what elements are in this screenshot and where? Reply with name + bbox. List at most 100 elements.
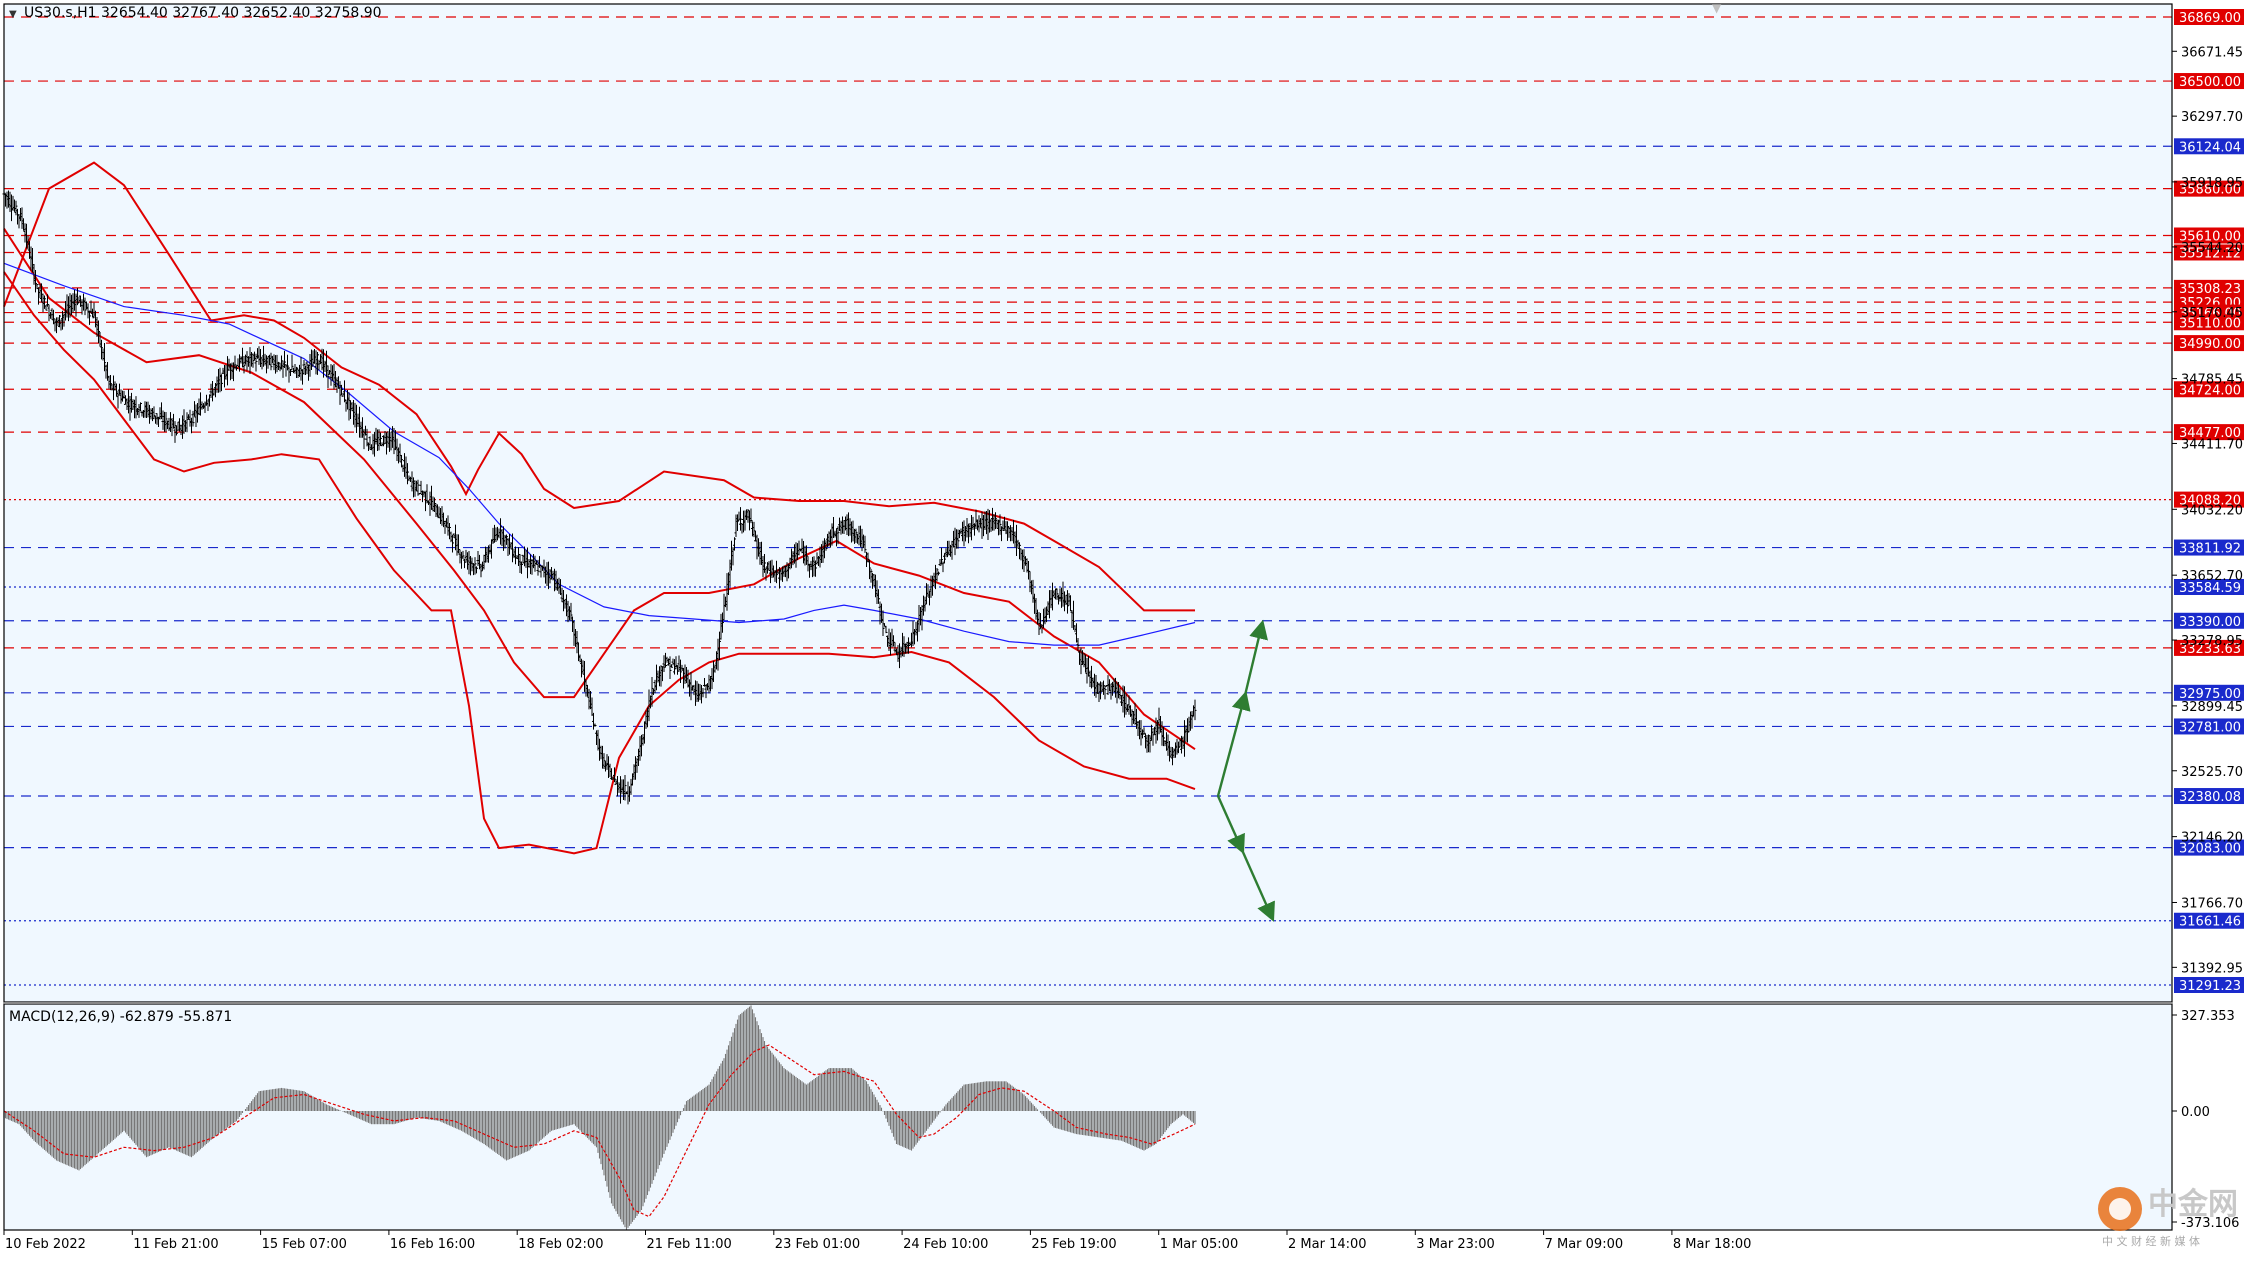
forecast-arrow-up-2[interactable] [1243,619,1268,696]
price-tick-label-6: 34411.70 [2181,437,2243,452]
candle [538,556,541,568]
time-tick-label-12: 7 Mar 09:00 [1545,1237,1624,1252]
candle [88,310,91,325]
scroll-marker-icon[interactable]: ▼ [1712,1,1722,15]
level-price-tag-5 [2174,244,2244,261]
level-price-tag-22 [2174,912,2244,929]
level-price-label-0: 36869.00 [2179,11,2241,26]
candle [451,534,454,553]
candle [613,767,616,783]
candle [461,550,465,560]
candle [290,354,294,371]
candle [701,687,705,698]
candle [935,568,939,582]
candle [340,384,343,396]
candle [1055,588,1059,600]
levels-layer [4,16,2172,986]
candle [940,547,943,565]
candle [736,514,739,531]
candle [664,652,667,668]
moving-average-line [3,262,1196,646]
time-tick-label-6: 23 Feb 01:00 [775,1237,860,1252]
price-tick-label-5: 34785.45 [2181,373,2243,388]
candle [499,518,502,545]
candle [892,635,895,647]
macd-label: MACD(12,26,9) -62.879 -55.871 [9,1009,232,1025]
price-tick-label-3: 35544.20 [2181,241,2243,256]
level-price-label-16: 33390.00 [2179,615,2241,630]
time-tick-label-8: 25 Feb 19:00 [1031,1237,1116,1252]
candle [34,270,37,293]
level-price-label-2: 36124.04 [2179,140,2241,155]
forecast-arrow-down-1[interactable] [1216,795,1245,855]
level-price-label-10: 34990.00 [2179,337,2241,352]
candle [152,406,156,420]
level-price-label-9: 35110.00 [2179,316,2241,331]
candle [416,479,420,496]
candle [907,637,910,654]
time-tick-label-13: 8 Mar 18:00 [1673,1237,1752,1252]
level-price-label-11: 34724.00 [2179,383,2241,398]
forecast-arrow-down-2[interactable] [1240,849,1275,922]
level-price-tag-12 [2174,424,2244,441]
candle [593,723,597,727]
candle [191,410,195,427]
level-price-tag-18 [2174,684,2244,701]
candle [863,535,867,553]
candle [316,351,319,375]
time-axis-background [0,1230,2256,1261]
time-tick-label-4: 18 Feb 02:00 [518,1237,603,1252]
candle [44,305,48,311]
level-price-tag-20 [2174,788,2244,805]
candle [623,775,627,801]
candle [752,521,756,538]
candle [326,365,330,388]
macd-signal-line [3,1044,1196,1218]
candle [109,374,112,391]
candle [1142,727,1146,735]
level-price-label-15: 33584.59 [2179,581,2241,596]
price-axis: 36869.00 36500.00 36124.04 35880.00 35610.00… [2172,9,2244,1231]
candle [235,365,238,371]
candle [718,631,721,661]
candle [448,522,451,540]
candle [1162,726,1165,747]
level-price-label-18: 32975.00 [2179,687,2241,702]
time-tick-label-1: 11 Feb 21:00 [133,1237,218,1252]
time-tick-label-2: 15 Feb 07:00 [262,1237,347,1252]
watermark-subtitle: 中 文 财 经 新 媒 体 [2102,1234,2200,1248]
level-price-label-5: 35512.12 [2179,246,2241,261]
forecast-arrow-up-1[interactable] [1216,690,1251,797]
candle [866,552,870,563]
level-price-tag-2 [2174,138,2244,155]
price-tick-label-0: 36671.45 [2181,45,2243,60]
bollinger-lower-line [3,271,1196,855]
candle [116,390,120,409]
level-price-label-21: 32083.00 [2179,842,2241,857]
macd-tick-label-0: 327.353 [2181,1009,2235,1024]
candles-layer [2,190,1197,805]
bollinger-upper-line [3,161,1195,612]
candle [824,540,828,551]
macd-layer [3,1005,1196,1230]
level-price-label-19: 32781.00 [2179,720,2241,735]
candle [406,463,409,485]
level-price-tag-6 [2174,279,2244,296]
chart-title: US30.s,H1 32654.40 32767.40 32652.40 327… [24,5,382,21]
candle [775,560,778,584]
candle [733,537,736,551]
candle [749,508,753,524]
candle [139,402,142,412]
level-price-tag-3 [2174,180,2244,197]
candle [242,355,246,374]
candle [520,561,523,574]
candle [1018,542,1021,560]
price-tick-label-14: 31392.95 [2181,961,2243,976]
price-tick-label-10: 32899.45 [2181,700,2243,715]
level-price-tag-13 [2174,491,2244,508]
candle [670,664,673,668]
price-tick-label-12: 32146.20 [2181,831,2243,846]
level-price-tag-16 [2174,612,2244,629]
candle [43,295,46,309]
